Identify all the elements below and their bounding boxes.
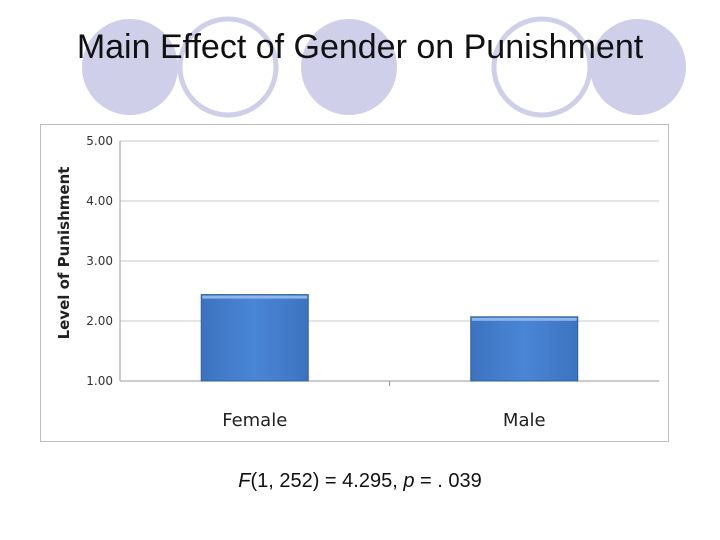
decorative-circles xyxy=(82,16,686,118)
decorative-circle xyxy=(82,19,178,115)
y-tick-label: 5.00 xyxy=(86,134,113,148)
decorative-circle xyxy=(301,19,397,115)
decorative-circle xyxy=(590,19,686,115)
y-axis-title: Level of Punishment xyxy=(55,167,73,340)
slide-title: Main Effect of Gender on Punishment xyxy=(76,28,644,66)
bar-female xyxy=(200,294,309,382)
decorative-circle xyxy=(177,16,279,118)
x-category-label: Female xyxy=(222,410,287,431)
y-tick-label: 4.00 xyxy=(86,194,113,208)
bar-highlight xyxy=(471,317,577,321)
chart-frame: 1.00 2.00 3.00 4.00 5.00 Level of Punishment F… xyxy=(40,124,669,442)
f-args: (1, 252) = 4.295, xyxy=(250,470,404,492)
y-tick-label: 1.00 xyxy=(86,374,113,388)
y-tick-label: 3.00 xyxy=(86,254,113,268)
x-category-label: Male xyxy=(503,410,546,431)
y-tick-label: 2.00 xyxy=(86,314,113,328)
bar-highlight xyxy=(202,295,308,299)
statistic-line: F(1, 252) = 4.295, p = . 039 xyxy=(0,470,720,493)
bar-male xyxy=(470,316,579,382)
bar-chart: 1.00 2.00 3.00 4.00 5.00 Level of Punishment F… xyxy=(55,134,659,431)
p-value: = . 039 xyxy=(414,470,482,492)
f-symbol: F xyxy=(238,470,251,492)
p-symbol: p xyxy=(403,470,415,492)
